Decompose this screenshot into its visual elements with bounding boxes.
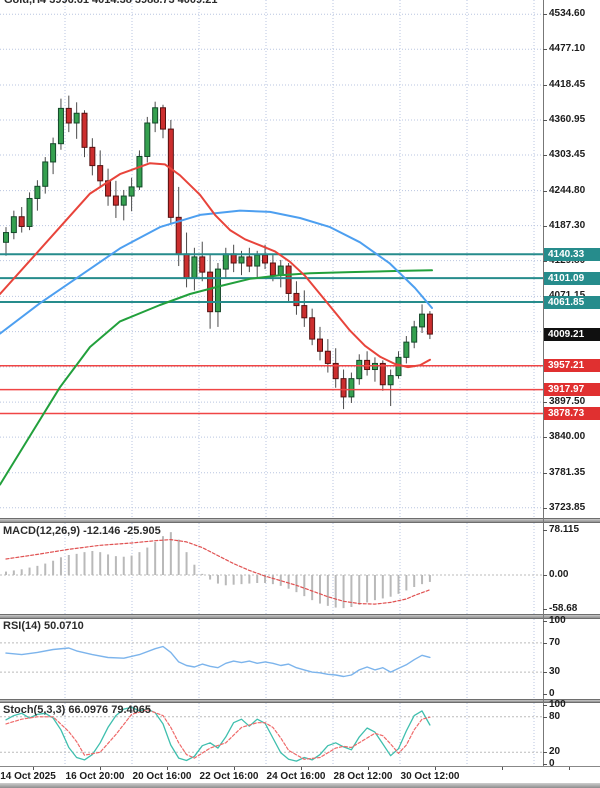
price-axis-label: 4534.60 <box>549 8 586 20</box>
price-level-badge: 3878.73 <box>544 407 600 420</box>
axis-tick <box>543 705 547 706</box>
panel-divider[interactable] <box>0 614 600 619</box>
price-axis-label: 4303.45 <box>549 148 586 160</box>
axis-tick <box>543 14 547 16</box>
chart-title: Gold,H4 3996.61 4014.38 3988.73 4009.21 <box>4 0 218 6</box>
macd-axis-label: -58.68 <box>549 602 578 614</box>
price-axis-label: 4418.45 <box>549 78 586 90</box>
axis-tick <box>543 49 547 51</box>
axis-tick <box>543 764 547 765</box>
axis-tick <box>543 575 547 576</box>
panel-divider[interactable] <box>0 518 600 523</box>
axis-tick <box>543 507 547 509</box>
axis-tick <box>543 154 547 156</box>
axis-tick <box>543 225 547 227</box>
stoch-axis-label: 0 <box>549 758 555 769</box>
price-axis-label: 4244.80 <box>549 184 586 196</box>
macd-axis-label: 78.115 <box>549 524 580 536</box>
stoch-indicator-label: Stoch(5,3,3) 66.0976 79.4065 <box>3 704 151 716</box>
price-level-badge: 4101.09 <box>544 271 600 285</box>
price-axis-label: 4187.30 <box>549 219 586 231</box>
price-axis-label: 3840.00 <box>549 431 586 443</box>
macd-indicator-label: MACD(12,26,9) -12.146 -25.905 <box>3 525 161 537</box>
axis-tick <box>543 642 547 644</box>
time-axis-tick <box>368 767 369 770</box>
time-axis-tick <box>435 767 436 770</box>
price-level-badge: 3917.97 <box>544 383 600 397</box>
time-axis-tick <box>234 767 235 770</box>
axis-tick <box>543 260 547 262</box>
price-axis-border <box>543 0 544 766</box>
axis-tick <box>543 621 547 622</box>
price-axis-label: 3781.35 <box>549 466 586 478</box>
time-axis-tick <box>502 767 503 770</box>
time-axis-label: 24 Oct 16:00 <box>266 771 326 782</box>
time-axis-label: 20 Oct 16:00 <box>132 771 192 782</box>
rsi-indicator-label: RSI(14) 50.0710 <box>3 620 84 632</box>
price-level-badge: 3957.21 <box>544 359 600 373</box>
axis-tick <box>543 530 547 532</box>
rsi-axis-label: 0 <box>549 687 555 699</box>
time-axis-tick <box>100 767 101 770</box>
price-axis-label: 3723.85 <box>549 501 586 513</box>
time-axis-tick <box>301 767 302 770</box>
time-axis-tick <box>167 767 168 770</box>
rsi-axis-label: 70 <box>549 636 561 648</box>
stoch-axis-label: 20 <box>549 746 561 758</box>
time-axis-tick <box>569 767 570 770</box>
rsi-axis-label: 30 <box>549 666 561 678</box>
axis-tick <box>543 693 547 695</box>
time-axis-label: 28 Oct 12:00 <box>333 771 393 782</box>
price-level-badge: 4009.21 <box>544 327 600 341</box>
panel-divider[interactable] <box>0 699 600 703</box>
price-axis-label: 4477.10 <box>549 43 586 55</box>
axis-tick <box>543 472 547 474</box>
stoch-axis-label: 80 <box>549 710 561 722</box>
axis-tick <box>543 84 547 86</box>
time-axis-label: 22 Oct 16:00 <box>199 771 259 782</box>
time-axis-label: 14 Oct 2025 <box>0 771 56 782</box>
time-axis[interactable]: 14 Oct 2025 16 Oct 20:00 20 Oct 16:00 22 Oc… <box>0 766 600 784</box>
price-axis-label: 4360.95 <box>549 113 586 125</box>
time-axis-label: 30 Oct 12:00 <box>400 771 460 782</box>
price-level-badge: 4061.85 <box>544 295 600 309</box>
axis-tick <box>543 119 547 121</box>
price-level-badge: 4140.33 <box>544 247 600 261</box>
time-axis-label: 16 Oct 20:00 <box>65 771 125 782</box>
rsi-axis-label: 100 <box>549 615 566 626</box>
macd-axis-label: 0.00 <box>549 569 569 580</box>
window-bottom-bar <box>0 783 600 788</box>
axis-tick <box>543 608 547 610</box>
axis-tick <box>543 190 547 192</box>
axis-tick <box>543 672 547 674</box>
time-axis-tick <box>33 767 34 770</box>
axis-tick <box>543 716 547 718</box>
axis-tick <box>543 402 547 404</box>
axis-tick <box>543 752 547 754</box>
price-axis-label: 3897.50 <box>549 396 586 408</box>
stoch-axis-label: 100 <box>549 699 566 710</box>
axis-tick <box>543 437 547 439</box>
chart-canvas[interactable] <box>0 0 543 788</box>
